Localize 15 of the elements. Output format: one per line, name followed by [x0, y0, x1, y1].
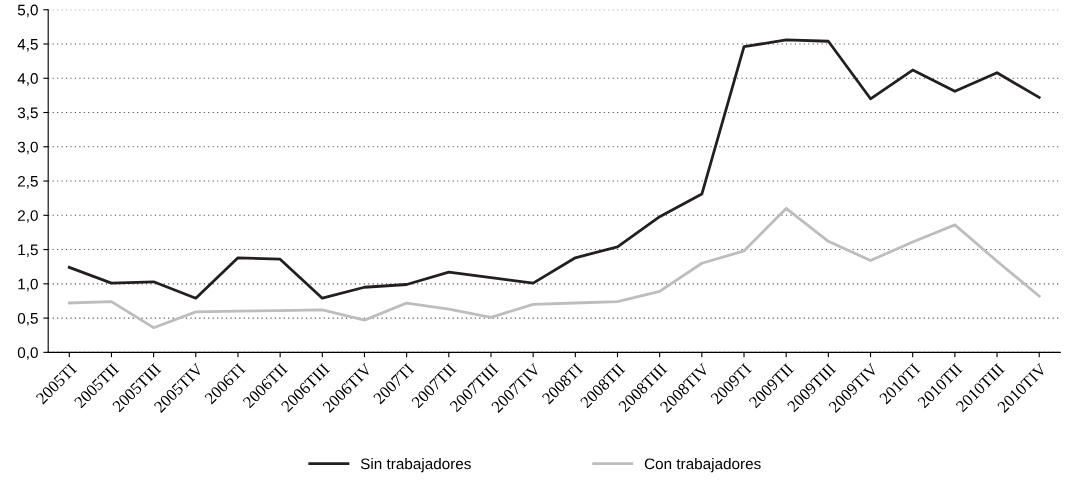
y-tick-label: 0,5	[17, 312, 38, 326]
legend-label: Sin trabajadores	[360, 458, 471, 473]
y-tick-label: 4,0	[17, 73, 38, 86]
y-tick-label: 2,0	[18, 210, 38, 223]
y-tick-label: 1,0	[18, 278, 38, 292]
y-tick-label: 3,0	[17, 141, 38, 155]
y-tick-label: 1,5	[18, 244, 38, 258]
y-tick-label: 4,5	[17, 39, 38, 52]
y-tick-label: 0,0	[17, 347, 38, 360]
line-series	[67, 207, 1041, 330]
y-tick-label: 5,0	[17, 4, 38, 18]
legend-label: Con trabajadores	[644, 458, 761, 473]
y-tick-label: 2,5	[18, 175, 38, 189]
y-tick-label: 3,5	[17, 107, 38, 120]
line-series	[67, 38, 1041, 300]
